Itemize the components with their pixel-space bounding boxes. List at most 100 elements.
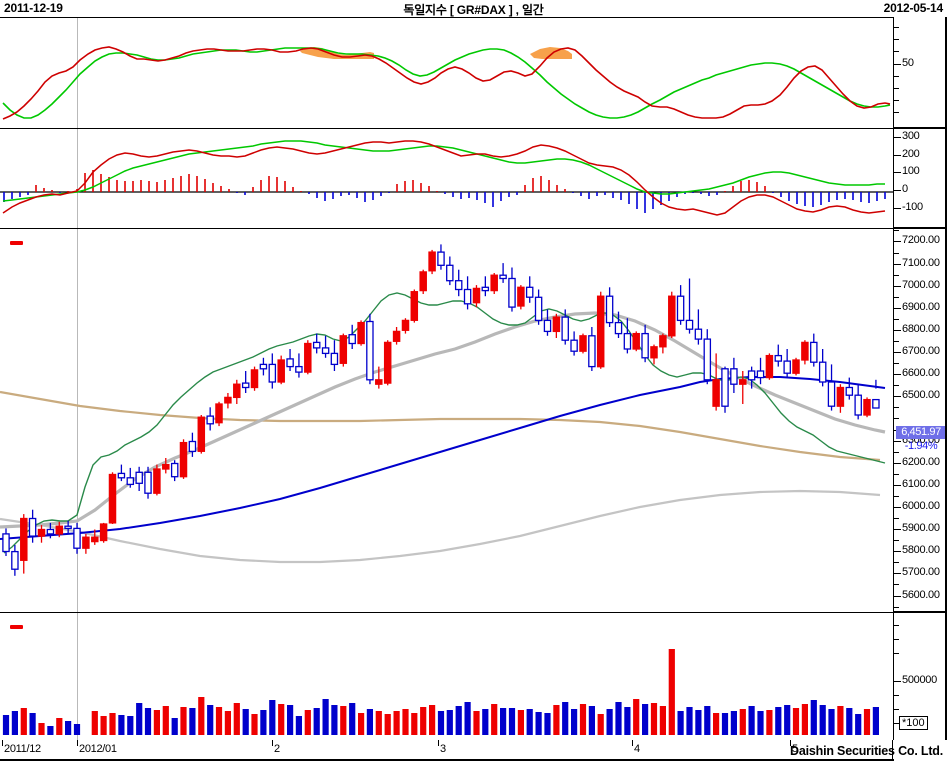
volume-bars [2, 649, 879, 735]
candle [312, 341, 321, 349]
candle [339, 335, 348, 364]
candle [579, 335, 587, 352]
volume-bar [162, 706, 169, 735]
macd-tick-100: 100 [902, 165, 920, 177]
candle [605, 295, 614, 324]
candle [108, 473, 117, 524]
volume-bar [642, 704, 649, 735]
volume-bar [863, 709, 871, 735]
volume-bar [20, 708, 27, 735]
volume-bar [713, 713, 720, 735]
price-tick-6200-00: 6200.00 [902, 455, 940, 468]
volume-tick-500000: 500000 [902, 674, 937, 686]
price-panel[interactable] [0, 228, 893, 613]
oscillator-signal-line [2, 47, 891, 119]
volume-bar [526, 709, 533, 735]
candle [197, 416, 206, 452]
candle [295, 365, 303, 373]
volume-bar [784, 705, 791, 735]
volume-bar [633, 699, 640, 735]
oscillator-panel[interactable] [0, 18, 893, 128]
candle [375, 379, 383, 385]
ma60-line [0, 376, 886, 540]
volume-bar [260, 710, 267, 735]
candle [490, 274, 498, 292]
volume-bar [801, 704, 808, 735]
macd-tick-neg100: -100 [902, 201, 923, 213]
candle [277, 359, 285, 383]
candle [792, 359, 800, 374]
candle [721, 368, 729, 407]
volume-bar [402, 709, 409, 735]
volume-bar [819, 705, 826, 735]
candle [534, 296, 543, 322]
volume-bar [792, 708, 800, 735]
candle [765, 354, 774, 379]
candle [268, 363, 277, 383]
volume-bar [455, 706, 462, 735]
volume-scale-note: *100 [899, 716, 928, 730]
candle [348, 334, 356, 345]
volume-bar [118, 715, 125, 735]
candle [20, 517, 28, 561]
volume-bar [295, 716, 302, 735]
candle [756, 370, 765, 379]
price-tick-5900-00: 5900.00 [902, 522, 940, 535]
candle [153, 468, 161, 494]
chart-plot-frame[interactable] [0, 17, 893, 740]
volume-bar [233, 703, 240, 735]
volume-bar [650, 703, 658, 735]
volume-bar [11, 711, 18, 735]
candle [304, 342, 312, 373]
candle [836, 386, 845, 407]
volume-panel[interactable] [0, 612, 893, 740]
macd-axis: 300 200 100 0 -100 [894, 127, 947, 227]
volume-bar [704, 706, 711, 735]
candle [188, 440, 197, 453]
macd-panel[interactable] [0, 128, 893, 229]
volume-bar [606, 709, 613, 735]
candle [561, 316, 569, 341]
volume-bar [588, 706, 595, 735]
candle [170, 462, 179, 478]
candle [845, 386, 854, 396]
volume-bar [65, 721, 72, 735]
price-tick-5800-00: 5800.00 [902, 544, 940, 557]
volume-bar [837, 706, 844, 735]
volume-bar [136, 703, 143, 735]
volume-bar [597, 714, 604, 735]
oscillator-overbought-fill-2 [530, 47, 572, 59]
candle [383, 341, 392, 384]
volume-bar [846, 708, 853, 735]
candle [82, 536, 90, 549]
ma120-line [0, 390, 881, 462]
candle [499, 274, 507, 280]
candle [463, 288, 472, 305]
price-tick-6600-00: 6600.00 [902, 367, 940, 380]
price-tick-6100-00: 6100.00 [902, 477, 940, 490]
end-date-label: 2012-05-14 [883, 1, 944, 15]
right-price-axis[interactable]: 50 300 200 100 0 -100 7200.00 7100.00 7000… [893, 17, 947, 740]
volume-bar [730, 711, 737, 735]
volume-bar [322, 699, 329, 735]
price-axis: 7200.00 7100.00 7000.00 6900.00 6800.00 6700.… [894, 227, 947, 611]
x-tick-label: 4 [634, 743, 640, 755]
macd-tick-0: 0 [902, 183, 908, 195]
volume-bar [429, 705, 436, 735]
volume-bar [242, 709, 249, 735]
x-axis[interactable]: 2011/12 2012/01 2 3 4 5 [0, 740, 893, 760]
volume-bar [508, 708, 516, 735]
candle [552, 316, 561, 333]
volume-bar [810, 700, 817, 735]
candle [543, 319, 552, 333]
volume-bar [278, 704, 285, 735]
volume-bar [695, 710, 702, 735]
volume-bar [668, 649, 675, 735]
volume-bar [313, 708, 320, 735]
volume-bar [91, 711, 98, 735]
candle [481, 286, 490, 292]
volume-bar [73, 724, 81, 735]
price-tick-6300-00: 6300.00 [902, 433, 940, 446]
price-tick-6800-00: 6800.00 [902, 322, 940, 335]
